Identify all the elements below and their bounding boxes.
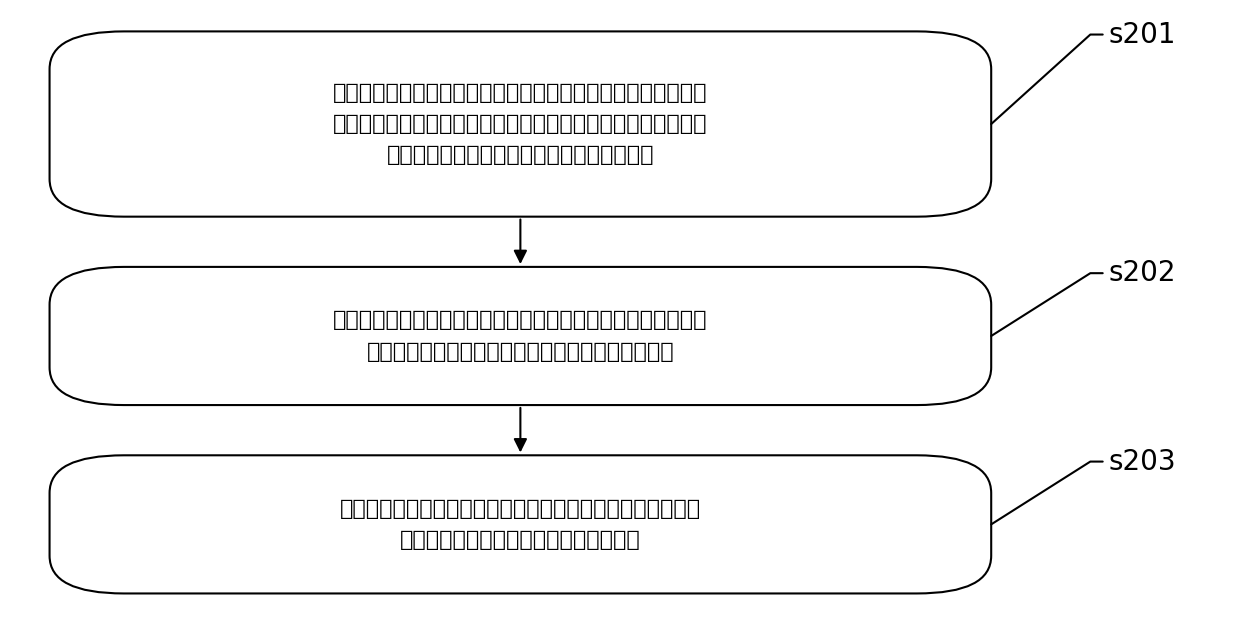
Text: s201: s201 (1109, 21, 1176, 48)
Text: 预设第一时间段及第二时间段，所述第一时间段用于获取历史数
据中任意连续时间段内的用药依从性数据，所述第二时间段用于
获取历史数据中任意连续时间段内的临床数据: 预设第一时间段及第二时间段，所述第一时间段用于获取历史数 据中任意连续时间段内的… (333, 83, 707, 165)
Text: s202: s202 (1109, 259, 1176, 287)
FancyBboxPatch shape (50, 31, 991, 217)
Text: s203: s203 (1109, 448, 1177, 475)
Text: 获取样本用户的基本信息数据、基线指标数据，所述第一时间段
内的用药依从性数据及所述第二时间段内的临床数据: 获取样本用户的基本信息数据、基线指标数据，所述第一时间段 内的用药依从性数据及所… (333, 310, 707, 362)
Text: 对所述第一时间段内的样本用户的用药依从性数据进行线性插
值，获得样本用户的用药依从性时间序列: 对所述第一时间段内的样本用户的用药依从性数据进行线性插 值，获得样本用户的用药依… (339, 499, 701, 550)
FancyBboxPatch shape (50, 455, 991, 593)
FancyBboxPatch shape (50, 267, 991, 405)
